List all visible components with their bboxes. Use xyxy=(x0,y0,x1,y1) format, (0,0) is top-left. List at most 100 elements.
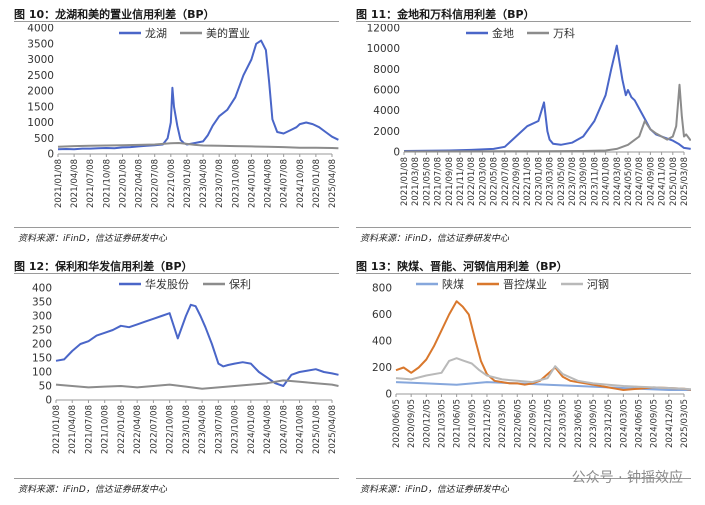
legend-label: 晋控煤业 xyxy=(503,277,547,291)
x-tick-label: 2023/07/08 xyxy=(214,405,224,454)
x-tick-label: 2024/01/08 xyxy=(247,405,257,454)
y-tick-label: 4000 xyxy=(373,105,400,117)
series-line-0 xyxy=(57,39,339,151)
y-tick-label: 2500 xyxy=(27,70,54,82)
legend-label: 华发股份 xyxy=(145,277,189,291)
legend-label: 万科 xyxy=(553,26,575,40)
chart-4-credit-spread-coal-steel: 0 200 400 600 800 2020/06/05 2020/09/05 2020/12… xyxy=(372,277,691,448)
x-tick-label: 2023/06/05 xyxy=(574,399,584,448)
x-tick-label: 2023/07/08 xyxy=(215,159,225,208)
chart-title-1: 图 10：龙湖和美的置业信用利差（BP） xyxy=(14,8,215,21)
series-line-2 xyxy=(395,357,691,391)
y-tick-label: 12000 xyxy=(367,24,400,35)
x-tick-label: 2024/01/08 xyxy=(247,159,257,208)
x-tick-label: 2023/04/08 xyxy=(199,159,209,208)
x-tick-label: 2021/12/05 xyxy=(483,399,493,448)
x-tick-label: 2021/07/08 xyxy=(86,159,96,208)
title-rule-2 xyxy=(356,21,691,22)
chart-source-2: 资料来源：iFinD，信达证券研发中心 xyxy=(360,234,509,244)
x-tick-label: 2022/10/08 xyxy=(167,159,177,208)
x-tick-label: 2024/05/08 xyxy=(624,157,634,206)
x-tick-label: 2021/09/05 xyxy=(468,399,478,448)
x-tick-label: 2021/03/08 xyxy=(411,157,421,206)
y-tick-label: 2000 xyxy=(373,126,400,138)
y-tick-label: 100 xyxy=(32,367,52,379)
x-tick-label: 2022/04/08 xyxy=(135,159,145,208)
title-rule-4 xyxy=(356,273,691,274)
x-tick-label: 2025/03/08 xyxy=(680,157,690,206)
x-tick-label: 2024/10/08 xyxy=(296,405,306,454)
x-tick-label: 2024/06/05 xyxy=(635,399,645,448)
x-tick-label: 2023/12/05 xyxy=(604,399,614,448)
x-tick-label: 2025/01/08 xyxy=(669,157,679,206)
x-tick-label: 2021/07/08 xyxy=(434,157,444,206)
x-tick-label: 2021/03/05 xyxy=(437,399,447,448)
x-tick-label: 2020/12/05 xyxy=(422,399,432,448)
y-tick-label: 0 xyxy=(393,147,400,159)
x-tick-label: 2022/09/08 xyxy=(512,157,522,206)
x-tick-label: 2022/03/08 xyxy=(478,157,488,206)
x-tick-label: 2021/07/08 xyxy=(84,405,94,454)
x-tick-label: 2023/03/08 xyxy=(546,157,556,206)
source-rule-3 xyxy=(14,478,339,479)
x-tick-label: 2023/11/08 xyxy=(590,157,600,206)
x-tick-label: 2023/07/08 xyxy=(568,157,578,206)
x-tick-label: 2024/11/08 xyxy=(658,157,668,206)
x-tick-label: 2020/06/05 xyxy=(392,399,402,448)
chart-source-4: 资料来源：iFinD，信达证券研发中心 xyxy=(360,485,509,495)
x-tick-label: 2021/01/08 xyxy=(400,157,410,206)
y-tick-label: 200 xyxy=(372,362,392,374)
x-tick-label: 2023/10/08 xyxy=(231,159,241,208)
x-tick-label: 2020/09/05 xyxy=(407,399,417,448)
series-line-1 xyxy=(395,300,691,391)
x-tick-label: 2022/07/08 xyxy=(149,405,159,454)
y-tick-label: 0 xyxy=(45,395,52,407)
legend-label: 陕煤 xyxy=(442,277,464,291)
x-tick-label: 2024/01/08 xyxy=(602,157,612,206)
y-tick-label: 350 xyxy=(32,297,52,309)
x-tick-label: 2022/07/08 xyxy=(151,159,161,208)
chart-title-3: 图 12：保利和华发信用利差（BP） xyxy=(14,260,193,273)
x-tick-label: 2021/05/08 xyxy=(422,157,432,206)
chart-title-4: 图 13：陕煤、晋能、河钢信用利差（BP） xyxy=(356,260,568,273)
y-tick-label: 8000 xyxy=(373,64,400,76)
x-tick-label: 2024/03/05 xyxy=(619,399,629,448)
x-tick-label: 2021/04/08 xyxy=(70,159,80,208)
y-tick-label: 500 xyxy=(34,133,54,145)
chart-1-crediting-spread-longhu-midea: 0 500 1000 1500 2000 2500 3000 3500 4000 2021/01/… xyxy=(27,24,339,208)
y-tick-label: 0 xyxy=(385,389,392,401)
y-tick-label: 50 xyxy=(39,381,52,393)
x-tick-label: 2023/05/08 xyxy=(557,157,567,206)
series-line-0 xyxy=(55,303,339,387)
source-rule-1 xyxy=(14,227,339,228)
x-tick-label: 2024/10/08 xyxy=(296,159,306,208)
x-tick-label: 2021/11/08 xyxy=(456,157,466,206)
x-tick-label: 2022/01/08 xyxy=(467,157,477,206)
y-tick-label: 1000 xyxy=(27,117,54,129)
x-tick-label: 2023/10/08 xyxy=(231,405,241,454)
legend-label: 保利 xyxy=(229,277,251,291)
x-tick-label: 2025/03/05 xyxy=(680,399,690,448)
chart-source-3: 资料来源：iFinD，信达证券研发中心 xyxy=(18,485,167,495)
chart-source-1: 资料来源：iFinD，信达证券研发中心 xyxy=(18,234,167,244)
y-tick-label: 400 xyxy=(372,336,392,348)
series-line-1 xyxy=(403,83,691,153)
x-tick-label: 2022/04/08 xyxy=(133,405,143,454)
y-tick-label: 250 xyxy=(32,325,52,337)
y-tick-label: 3500 xyxy=(27,38,54,50)
y-tick-label: 4000 xyxy=(27,24,54,35)
title-rule-1 xyxy=(14,21,339,22)
x-tick-label: 2025/04/08 xyxy=(328,405,338,454)
x-tick-label: 2023/01/08 xyxy=(534,157,544,206)
y-tick-label: 300 xyxy=(32,311,52,323)
y-tick-label: 2000 xyxy=(27,86,54,98)
x-tick-label: 2021/09/08 xyxy=(445,157,455,206)
y-tick-label: 200 xyxy=(32,339,52,351)
x-tick-label: 2021/10/08 xyxy=(101,405,111,454)
x-tick-label: 2025/04/08 xyxy=(328,159,338,208)
x-tick-label: 2024/07/08 xyxy=(279,405,289,454)
x-tick-label: 2021/01/08 xyxy=(52,405,62,454)
legend-label: 龙湖 xyxy=(145,27,167,40)
x-tick-label: 2024/04/08 xyxy=(264,159,274,208)
